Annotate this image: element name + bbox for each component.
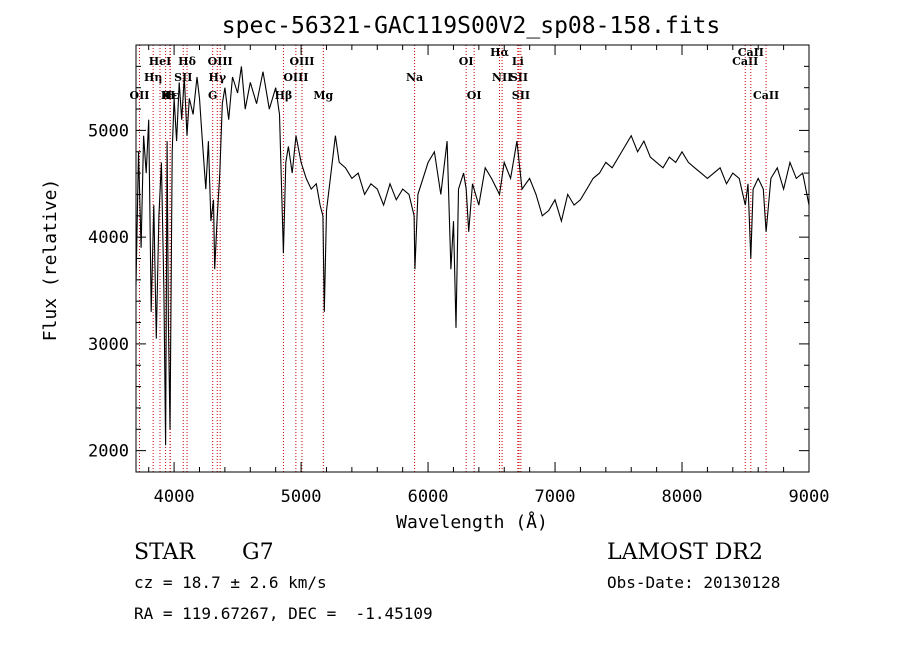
line-marker-label-18: Hα [490,46,509,59]
x-tick-label-5: 9000 [789,487,830,507]
line-marker-label-7: SII [174,71,192,84]
line-marker-label-1: Hη [144,71,162,84]
line-marker-label-5: Hε [162,89,179,102]
line-marker-label-20: Li [512,55,524,68]
line-marker-label-19: NII [492,71,512,84]
line-marker-label-13: OIII [289,55,314,68]
line-marker-label-6: Hδ [178,55,196,68]
chart-title: spec-56321-GAC119S00V2_sp08-158.fits [222,13,721,39]
line-marker-label-8: G [208,89,217,102]
line-marker-label-2: HeI [149,55,172,68]
object-class: STAR [134,540,196,565]
y-axis-label: Flux (relative) [40,179,61,342]
object-subclass: G7 [242,540,274,565]
line-marker-label-10: OIII [208,55,233,68]
spectrum-line [135,66,810,446]
y-tick-label-2: 4000 [88,228,129,248]
obs-date-text: Obs-Date: 20130128 [607,573,780,592]
line-marker-label-15: Na [406,71,423,84]
spectrum-series [135,66,810,446]
y-tick-label-3: 5000 [88,121,129,141]
line-marker-label-12: OIII [283,71,308,84]
y-tick-label-1: 3000 [88,335,129,355]
line-marker-label-21: SII [510,71,528,84]
y-tick-label-0: 2000 [88,442,129,462]
line-marker-label-4: H [165,89,175,102]
line-marker-label-16: OI [459,55,474,68]
line-marker-label-9: Hγ [208,71,226,84]
line-marker-label-23: CaII [732,55,758,68]
x-tick-label-3: 7000 [535,487,576,507]
x-tick-label-2: 6000 [408,487,449,507]
line-marker-label-17: OI [467,89,482,102]
line-marker-label-11: Hβ [275,89,293,102]
line-marker-label-24: CaII [738,46,764,59]
x-tick-label-4: 8000 [662,487,703,507]
line-marker-label-25: CaII [753,89,779,102]
line-marker-label-14: Mg [313,89,333,102]
axis-ticks: 4000 5000 6000 7000 8000 9000 2000 3000 4000 5000 [88,44,830,507]
survey-name: LAMOST DR2 [607,540,763,565]
line-marker-label-3: K [161,89,171,102]
x-tick-label-1: 5000 [281,487,322,507]
coordinates-text: RA = 119.67267, DEC = -1.45109 [134,604,433,623]
line-marker-label-0: OII [129,89,149,102]
plot-frame [135,44,810,473]
x-tick-label-0: 4000 [154,487,195,507]
redshift-text: cz = 18.7 ± 2.6 km/s [134,573,327,592]
line-marker-label-22: SII [512,89,530,102]
x-axis-label: Wavelength (Å) [396,511,548,533]
